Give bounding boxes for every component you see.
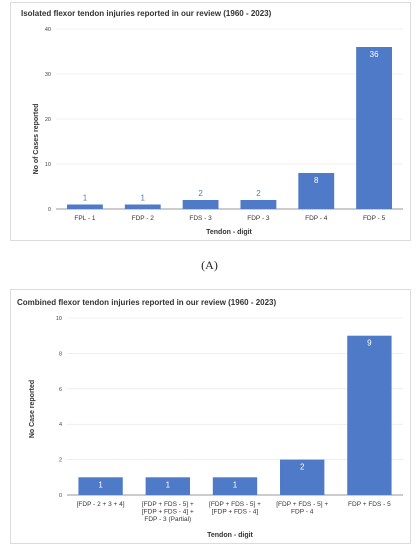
x-tick-label: FDP - 5 (363, 215, 386, 222)
data-label: 1 (98, 480, 103, 489)
y-tick-label: 4 (59, 422, 62, 428)
bar (124, 204, 161, 209)
bar (347, 335, 392, 495)
y-tick-label: 6 (59, 387, 62, 393)
bar (182, 200, 219, 209)
x-tick-label: FDP - 3 (Partial) (144, 516, 191, 523)
y-tick-label: 20 (45, 117, 51, 123)
chart-panel-isolated: Isolated flexor tendon injuries reported… (10, 2, 411, 241)
x-tick-label: [FDP + FDS - 5] + (276, 501, 328, 508)
data-label: 36 (370, 50, 379, 59)
x-axis-title: Tendon - digit (207, 532, 253, 539)
x-tick-label: FDP - 2 (132, 215, 155, 222)
bar (280, 459, 325, 495)
bar (145, 477, 190, 495)
data-label: 8 (314, 176, 319, 185)
bar (240, 200, 277, 209)
x-tick-label: [FDP + FDS - 4] (212, 509, 258, 516)
x-tick-label: FDP - 3 (247, 215, 270, 222)
y-axis-title: No Case reported (29, 380, 36, 438)
chart-panel-combined: Combined flexor tendon injuries reported… (10, 289, 411, 544)
data-label: 1 (141, 194, 146, 203)
x-tick-label: [FDP + FDS - 4] + (142, 509, 194, 516)
y-tick-label: 0 (48, 207, 51, 213)
data-label: 1 (83, 194, 88, 203)
x-tick-label: [FDP + FDS - 5] + (209, 501, 261, 508)
bar (66, 204, 103, 209)
combined-injuries-chart: Combined flexor tendon injuries reported… (17, 298, 403, 539)
isolated-injuries-chart: Isolated flexor tendon injuries reported… (21, 9, 403, 236)
data-label: 2 (198, 189, 203, 198)
x-tick-label: FPL - 1 (74, 215, 95, 222)
y-tick-label: 8 (59, 351, 62, 357)
bar (78, 477, 123, 495)
y-axis-title: No of Cases reported (33, 104, 40, 175)
x-tick-label: FDP - 4 (291, 509, 314, 516)
y-tick-label: 10 (45, 162, 51, 168)
y-tick-label: 10 (56, 316, 62, 322)
x-tick-label: FDS - 3 (189, 215, 212, 222)
data-label: 1 (166, 480, 171, 489)
data-label: 2 (256, 189, 261, 198)
y-tick-label: 40 (45, 27, 51, 33)
x-tick-label: FDP + FDS - 5 (348, 501, 391, 508)
x-tick-label: FDP - 4 (305, 215, 328, 222)
bar (212, 477, 258, 495)
data-label: 1 (233, 480, 238, 489)
data-label: 9 (367, 339, 372, 348)
bar (298, 173, 335, 209)
chart-title: Combined flexor tendon injuries reported… (17, 298, 277, 307)
x-tick-label: [FDP - 2 + 3 + 4] (77, 501, 125, 508)
y-tick-label: 30 (45, 72, 51, 78)
bar (356, 47, 393, 209)
data-label: 2 (300, 463, 305, 472)
chart-title: Isolated flexor tendon injuries reported… (21, 9, 272, 18)
y-tick-label: 0 (59, 493, 62, 499)
x-axis-title: Tendon - digit (206, 229, 252, 236)
y-tick-label: 2 (59, 458, 62, 464)
x-tick-label: [FDP + FDS - 5] + (142, 501, 194, 508)
figure-caption-a: (A) (201, 258, 218, 272)
